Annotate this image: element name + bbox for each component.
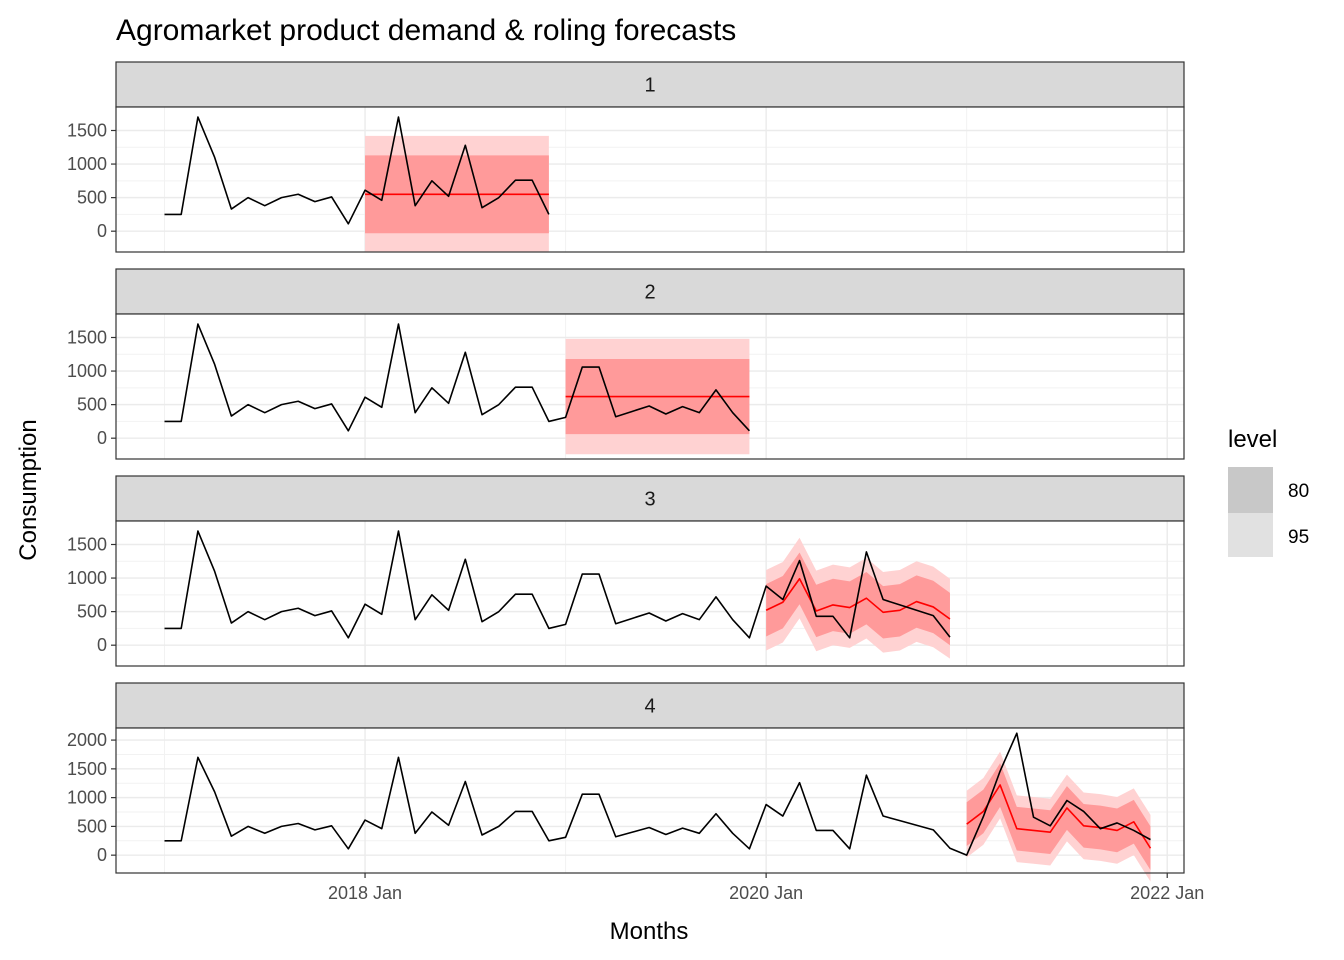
- facet-strip-label: 2: [644, 282, 655, 304]
- y-tick-label: 1000: [67, 788, 107, 808]
- legend: level 80 95: [1228, 426, 1309, 557]
- y-tick-label: 0: [97, 845, 107, 865]
- y-tick-label: 0: [97, 221, 107, 241]
- y-tick-label: 1000: [67, 361, 107, 381]
- y-tick-label: 500: [77, 816, 107, 836]
- legend-key-80: [1228, 467, 1273, 513]
- forecast-line: [966, 784, 1152, 849]
- facet-strip: [115, 475, 1185, 522]
- x-tick-label: 2018 Jan: [328, 883, 402, 903]
- legend-title: level: [1228, 426, 1277, 453]
- facet-panel-1: 1 0 500 1000 1500: [67, 61, 1185, 253]
- y-tick-label: 500: [77, 395, 107, 415]
- legend-label-80: 80: [1288, 481, 1309, 502]
- facet-panel-2: 2 0 500 1000 1500: [67, 268, 1185, 460]
- actual-line: [164, 732, 1151, 856]
- facet-panel-3: 3 0 500 1000 1500: [67, 475, 1185, 667]
- x-axis-title: Months: [610, 918, 689, 945]
- facet-strip: [115, 268, 1185, 315]
- forecast-line: [765, 577, 951, 620]
- y-tick-label: 1500: [67, 759, 107, 779]
- facet-strip-label: 1: [644, 75, 655, 97]
- panel-background: [116, 107, 1184, 252]
- facet-strip: [115, 61, 1185, 108]
- facet-strip: [115, 682, 1185, 729]
- panel-background: [116, 521, 1184, 666]
- panel-border: [115, 313, 1185, 460]
- facet-strip-label: 4: [644, 696, 655, 718]
- y-tick-label: 500: [77, 188, 107, 208]
- x-axis: 2018 Jan 2020 Jan 2022 Jan: [328, 873, 1204, 903]
- legend-key-95: [1228, 513, 1273, 557]
- band-80: [966, 763, 1151, 871]
- facet-panel-4: 4 0 500 1000 1500 2000: [67, 682, 1185, 882]
- actual-line: [164, 323, 751, 432]
- y-tick-label: 0: [97, 428, 107, 448]
- panel-border: [115, 106, 1185, 253]
- y-tick-label: 1000: [67, 568, 107, 588]
- facet-panels: 1050010001500205001000150030500100015004…: [67, 61, 1185, 882]
- y-tick-label: 500: [77, 602, 107, 622]
- y-tick-label: 1000: [67, 154, 107, 174]
- legend-label-95: 95: [1288, 527, 1309, 548]
- x-tick-label: 2022 Jan: [1130, 883, 1204, 903]
- chart-title: Agromarket product demand & roling forec…: [116, 14, 736, 47]
- y-tick-label: 1500: [67, 534, 107, 554]
- panel-border: [115, 520, 1185, 667]
- actual-line: [164, 116, 550, 225]
- actual-line: [164, 530, 951, 639]
- y-axis-title: Consumption: [15, 419, 42, 560]
- y-tick-label: 2000: [67, 730, 107, 750]
- panel-border: [115, 727, 1185, 874]
- y-tick-label: 0: [97, 635, 107, 655]
- facet-strip-label: 3: [644, 489, 655, 511]
- y-tick-label: 1500: [67, 120, 107, 140]
- y-tick-label: 1500: [67, 327, 107, 347]
- x-tick-label: 2020 Jan: [729, 883, 803, 903]
